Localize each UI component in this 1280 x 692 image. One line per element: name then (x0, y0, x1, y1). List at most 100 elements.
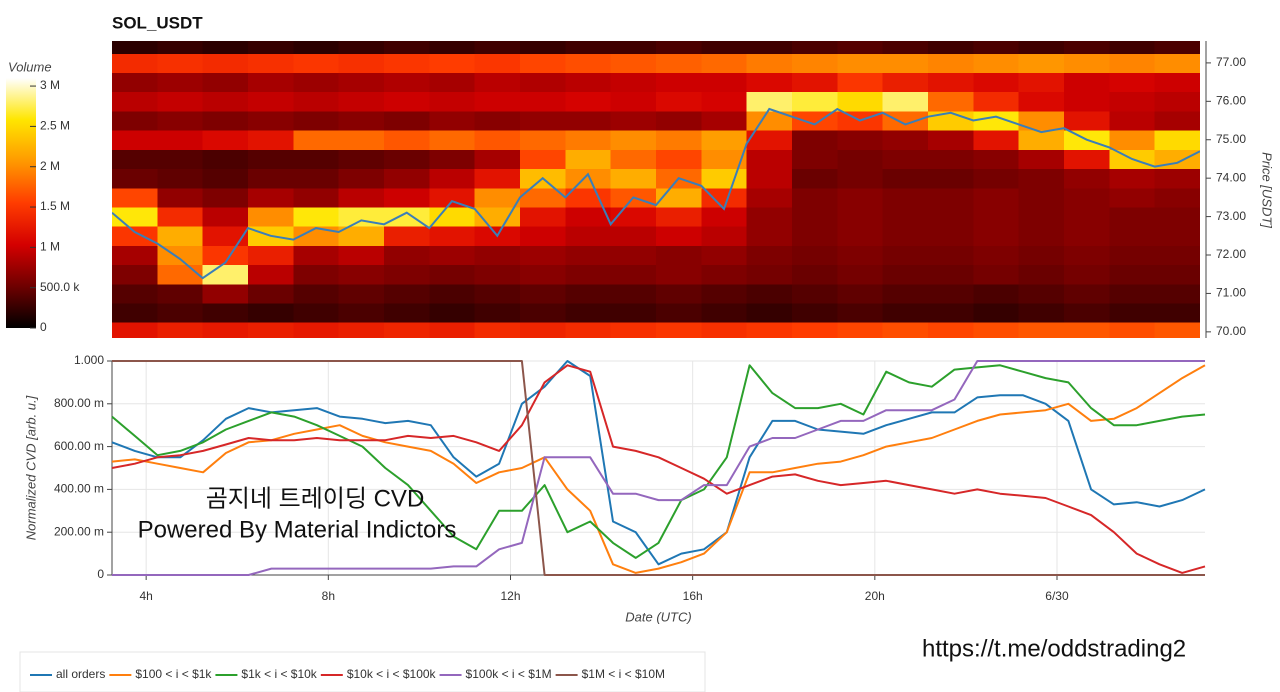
heatmap-cell (520, 283, 566, 304)
heatmap-cell (293, 41, 340, 54)
heatmap-cell (882, 322, 929, 338)
heatmap-cell (429, 206, 476, 227)
heatmap-cell (1018, 264, 1065, 285)
heatmap-cell (429, 322, 476, 338)
heatmap-cell (202, 41, 249, 54)
heatmap-cell (1109, 72, 1156, 93)
heatmap-cell (610, 53, 657, 74)
heatmap-cell (1154, 283, 1200, 304)
heatmap-cell (1018, 53, 1065, 74)
heatmap-cell (1154, 226, 1200, 246)
y-tick-label: 77.00 (1216, 55, 1246, 69)
colorbar-title: Volume (8, 59, 52, 74)
heatmap-cell (1018, 110, 1065, 131)
heatmap-cell (1154, 91, 1200, 112)
heatmap-cell (1018, 130, 1065, 150)
heatmap-cell (1064, 245, 1110, 266)
heatmap-cell (656, 41, 702, 54)
heatmap-cell (746, 226, 793, 246)
y-tick-label: 71.00 (1216, 286, 1246, 300)
heatmap-cell (1154, 110, 1200, 131)
heatmap-cell (610, 283, 657, 304)
heatmap (112, 41, 1200, 338)
heatmap-cell (520, 226, 566, 246)
legend-label: $1k < i < $10k (241, 667, 317, 681)
heatmap-cell (248, 72, 294, 93)
heatmap-cell (973, 168, 1020, 189)
heatmap-cell (565, 168, 612, 189)
heatmap-cell (565, 245, 612, 266)
y-axis-title: Normalized CVD [arb. u.] (23, 395, 38, 540)
heatmap-cell (384, 168, 430, 189)
legend-label: $100 < i < $1k (135, 667, 212, 681)
heatmap-cell (293, 322, 340, 338)
heatmap-cell (746, 303, 793, 323)
heatmap-cell (384, 41, 430, 54)
heatmap-cell (202, 303, 249, 323)
heatmap-cell (610, 110, 657, 131)
heatmap-cell (792, 226, 838, 246)
y-tick-label: 600.00 m (54, 439, 104, 453)
heatmap-cell (837, 53, 884, 74)
heatmap-cell (474, 264, 521, 285)
heatmap-cell (928, 168, 974, 189)
y-tick-label: 76.00 (1216, 93, 1246, 107)
heatmap-cell (1018, 41, 1065, 54)
colorbar-tick-label: 1.5 M (40, 199, 70, 213)
heatmap-cell (792, 41, 838, 54)
heatmap-cell (882, 187, 929, 208)
heatmap-cell (973, 206, 1020, 227)
heatmap-cell (1109, 283, 1156, 304)
heatmap-cell (293, 264, 340, 285)
heatmap-cell (610, 41, 657, 54)
heatmap-cell (973, 226, 1020, 246)
heatmap-cell (701, 283, 748, 304)
legend-box (19, 651, 706, 692)
heatmap-cell (610, 226, 657, 246)
heatmap-cell (610, 130, 657, 150)
heatmap-cell (157, 226, 204, 246)
heatmap-cell (610, 168, 657, 189)
heatmap-cell (520, 149, 566, 170)
heatmap-cell (1018, 245, 1065, 266)
heatmap-cell (520, 245, 566, 266)
heatmap-cell (792, 283, 838, 304)
heatmap-cell (429, 110, 476, 131)
heatmap-cell (656, 149, 702, 170)
heatmap-cell (248, 110, 294, 131)
heatmap-cell (1018, 187, 1065, 208)
heatmap-cell (565, 303, 612, 323)
heatmap-cell (746, 53, 793, 74)
heatmap-cell (928, 245, 974, 266)
heatmap-cell (520, 264, 566, 285)
heatmap-cell (1064, 91, 1110, 112)
heatmap-cell (157, 264, 204, 285)
heatmap-cell (338, 187, 385, 208)
heatmap-cell (973, 149, 1020, 170)
chart-title: SOL_USDT (112, 13, 203, 32)
heatmap-cell (1109, 322, 1156, 338)
heatmap-cell (565, 206, 612, 227)
heatmap-cell (656, 264, 702, 285)
heatmap-cell (474, 283, 521, 304)
heatmap-cell (384, 283, 430, 304)
heatmap-cell (882, 41, 929, 54)
y-tick-label: 800.00 m (54, 396, 104, 410)
heatmap-cell (384, 53, 430, 74)
heatmap-cell (157, 283, 204, 304)
heatmap-cell (157, 72, 204, 93)
heatmap-cell (202, 245, 249, 266)
heatmap-cell (248, 53, 294, 74)
heatmap-cell (973, 130, 1020, 150)
heatmap-cell (746, 41, 793, 54)
heatmap-cell (1109, 206, 1156, 227)
heatmap-cell (474, 91, 521, 112)
heatmap-cell (837, 187, 884, 208)
heatmap-cell (928, 264, 974, 285)
heatmap-cell (429, 53, 476, 74)
heatmap-cell (520, 41, 566, 54)
heatmap-cell (1109, 264, 1156, 285)
heatmap-cell (384, 245, 430, 266)
heatmap-cell (701, 187, 748, 208)
heatmap-cell (928, 91, 974, 112)
